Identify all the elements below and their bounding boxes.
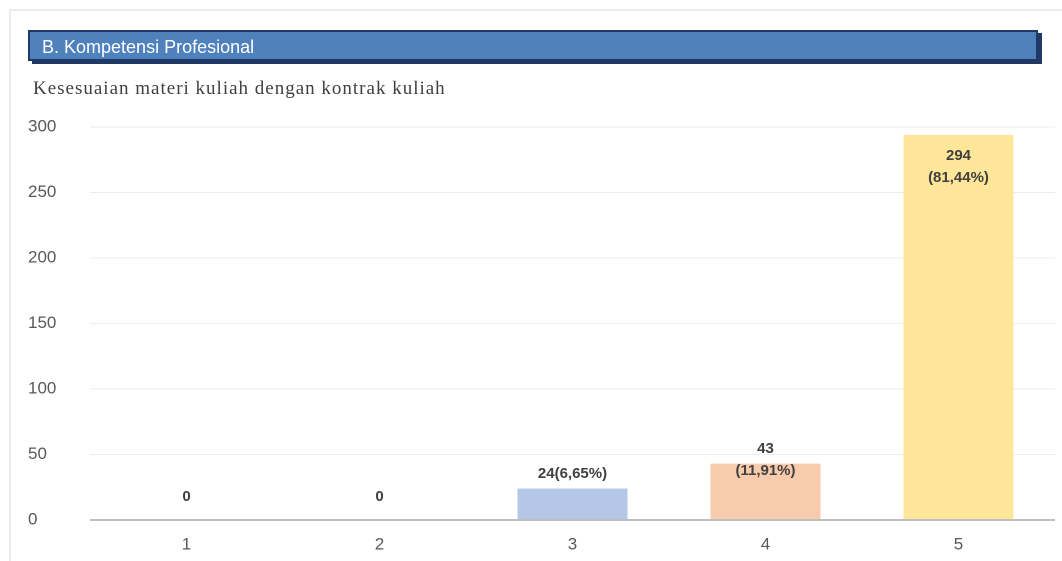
x-tick-label: 3 bbox=[568, 534, 577, 553]
y-tick-label: 300 bbox=[28, 116, 56, 135]
y-tick-label: 100 bbox=[28, 378, 56, 397]
bar bbox=[903, 134, 1014, 521]
value-label: 0 bbox=[182, 488, 191, 505]
value-label: 43 (11,91%) bbox=[735, 439, 796, 479]
x-tick-label: 2 bbox=[375, 534, 384, 553]
value-label: 294 (81,44%) bbox=[928, 146, 989, 186]
bar bbox=[517, 488, 628, 520]
y-tick-label: 200 bbox=[28, 247, 56, 266]
x-tick-label: 5 bbox=[954, 534, 963, 553]
chart-title: Kesesuaian materi kuliah dengan kontrak … bbox=[33, 78, 446, 99]
x-tick-label: 1 bbox=[182, 534, 191, 553]
x-tick-label: 4 bbox=[761, 534, 770, 553]
section-header: B. Kompetensi Profesional bbox=[28, 30, 1038, 61]
y-tick-label: 150 bbox=[28, 313, 56, 332]
y-tick-label: 250 bbox=[28, 182, 56, 201]
value-label: 24(6,65%) bbox=[537, 464, 608, 482]
value-label: 0 bbox=[375, 488, 384, 505]
y-tick-label: 50 bbox=[28, 444, 47, 463]
y-tick-label: 0 bbox=[28, 509, 37, 528]
bar bbox=[710, 463, 821, 520]
frame bbox=[9, 9, 1062, 561]
